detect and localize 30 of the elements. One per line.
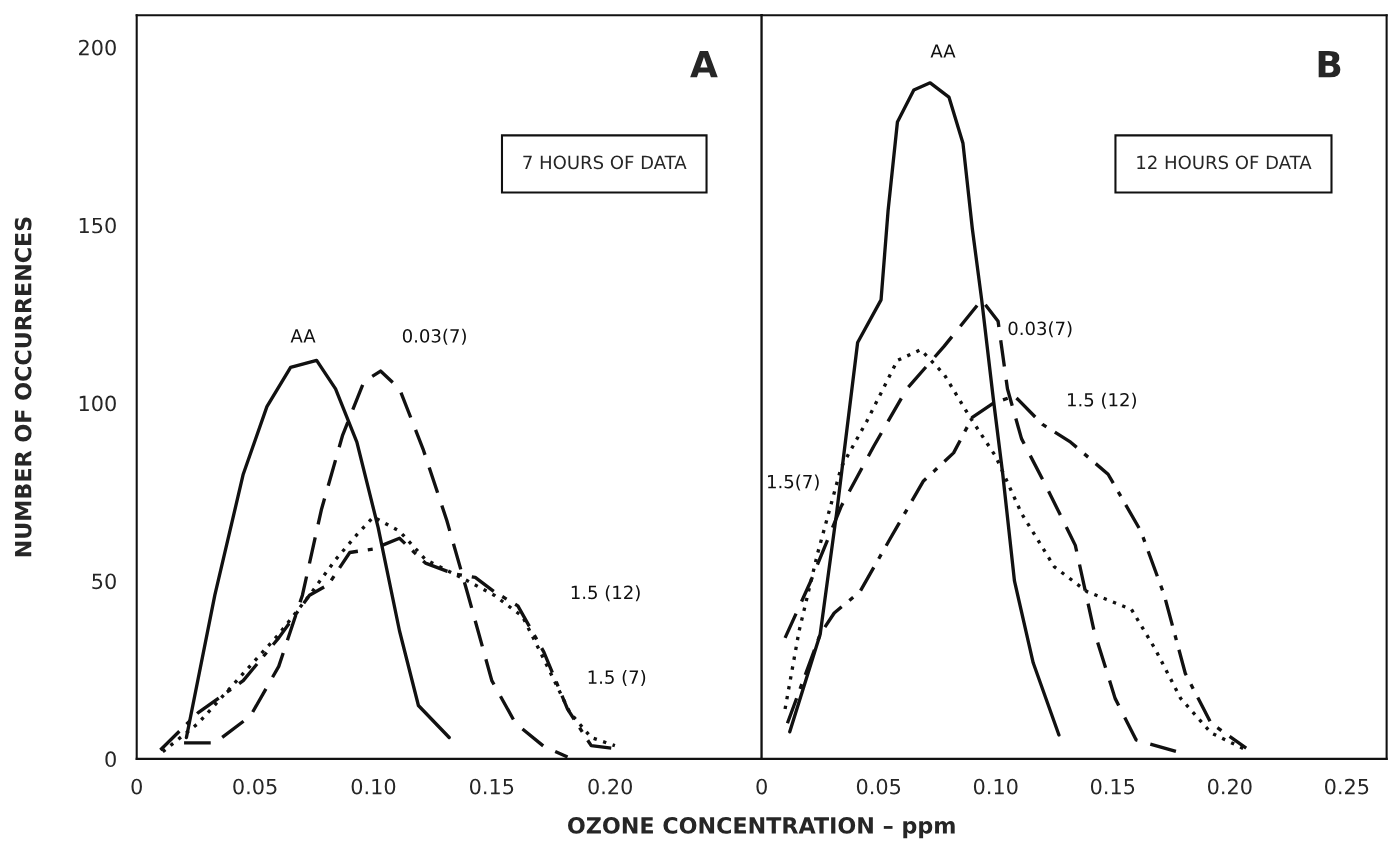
text: A [690, 50, 718, 78]
x-tick-label: 0.15 [1090, 778, 1135, 795]
y-tick-label: 50 [92, 573, 116, 590]
x-tick-label: 0.05 [233, 778, 277, 795]
x-tick-label: 0.15 [469, 778, 514, 795]
series-label: 0.03(7) [1008, 321, 1072, 338]
series-label: 1.5 (12) [1068, 392, 1136, 409]
x-tick-label: 0 [131, 778, 142, 795]
annotation: 12 HOURS OF DATA [1137, 155, 1312, 170]
text: B [1318, 50, 1341, 78]
y-tick-label: 0 [105, 751, 116, 768]
annotation: 7 HOURS OF DATA [523, 155, 687, 170]
y-tick-label: 100 [79, 395, 116, 412]
y-tick-label: 200 [79, 39, 116, 56]
series-label: 0.03(7) [402, 328, 466, 345]
y-axis-title: NUMBER OF OCCURRENCES [14, 217, 32, 557]
y-tick-label: 150 [79, 217, 116, 234]
x-tick-label: 0.10 [973, 778, 1018, 795]
x-tick-label: 0.10 [351, 778, 396, 795]
x-tick-label: 0.20 [1207, 778, 1252, 795]
series-label: 1.5 (7) [588, 670, 646, 687]
text: 1.5 (12) [571, 585, 640, 602]
x-axis-title: OZONE CONCENTRATION – ppm [568, 817, 955, 839]
x-tick-label: 0.25 [1325, 778, 1369, 795]
x-tick-label: 0 [756, 778, 767, 795]
series-label: AA [290, 329, 316, 343]
series-label: 1.5(7) [768, 474, 819, 491]
x-tick-label: 0.05 [856, 778, 901, 795]
x-tick-label: 0.20 [588, 778, 632, 795]
series-label: AA [930, 44, 956, 58]
